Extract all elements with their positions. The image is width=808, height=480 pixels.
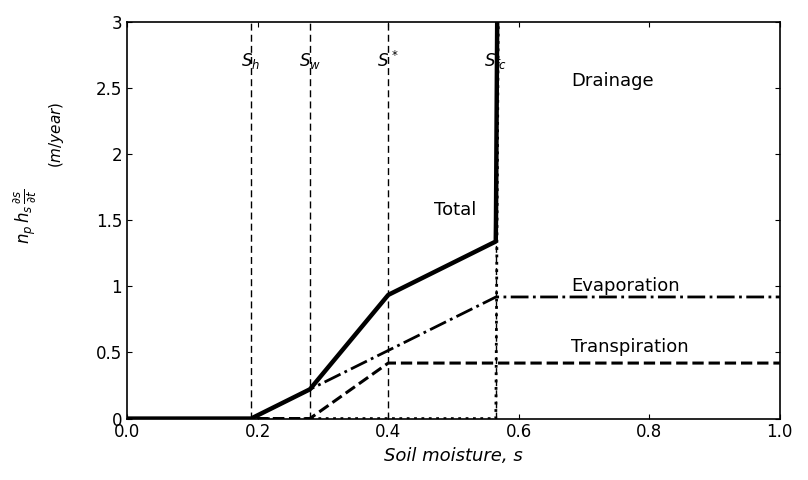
Text: Drainage: Drainage xyxy=(571,72,654,91)
Text: $(m/year)$: $(m/year)$ xyxy=(47,101,66,168)
Text: Total: Total xyxy=(434,201,476,219)
Text: $n_p\, h_s\, \frac{\partial s}{\partial t}$: $n_p\, h_s\, \frac{\partial s}{\partial … xyxy=(11,189,38,243)
Text: $S_h$: $S_h$ xyxy=(242,51,261,71)
Text: $S_{fc}$: $S_{fc}$ xyxy=(485,51,507,71)
Text: Evaporation: Evaporation xyxy=(571,277,680,295)
Text: $S^*$: $S^*$ xyxy=(377,51,399,71)
Text: Transpiration: Transpiration xyxy=(571,338,688,356)
X-axis label: Soil moisture, s: Soil moisture, s xyxy=(384,447,523,465)
Text: $S_w$: $S_w$ xyxy=(299,51,321,71)
